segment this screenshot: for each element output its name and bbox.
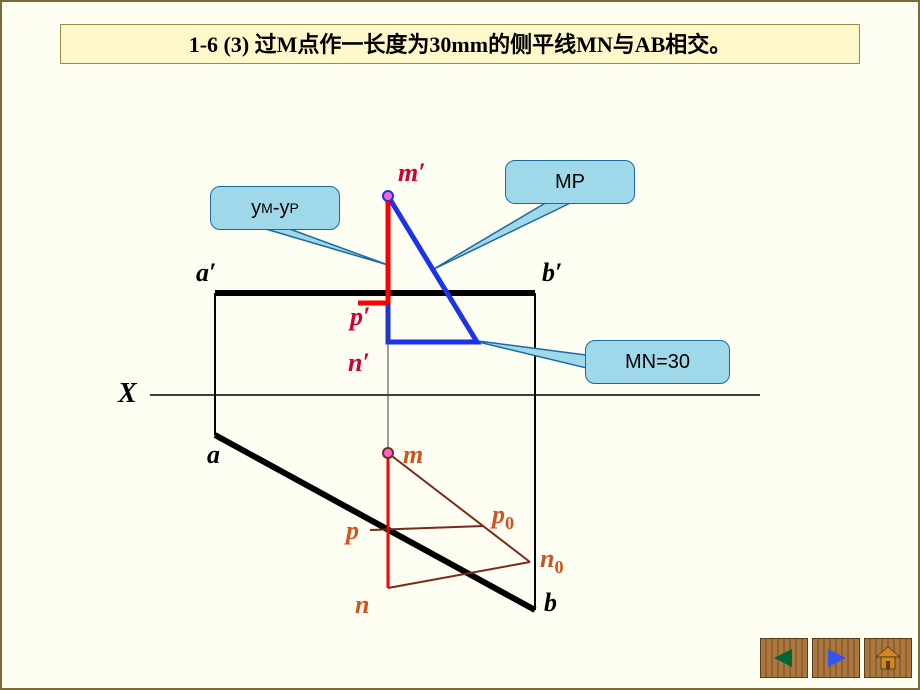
label-n-prime: n′ xyxy=(348,348,370,378)
label-n-text: n xyxy=(355,590,369,619)
label-n0: n0 xyxy=(540,544,564,578)
label-a-text: a xyxy=(207,440,220,469)
label-p: p xyxy=(346,516,359,546)
label-b: b xyxy=(544,588,557,618)
label-p-text: p xyxy=(346,516,359,545)
callout-mp-text: MP xyxy=(555,171,585,194)
chevron-right-icon xyxy=(822,647,850,669)
label-b-prime-text: b′ xyxy=(542,258,562,287)
diagram-svg xyxy=(0,0,920,690)
point-m xyxy=(383,448,393,458)
line-ab-bottom xyxy=(215,435,535,610)
home-icon xyxy=(873,645,903,671)
label-a-prime-text: a′ xyxy=(196,258,216,287)
label-m: m xyxy=(403,440,423,470)
next-button[interactable] xyxy=(812,638,860,678)
label-n: n xyxy=(355,590,369,620)
label-m-prime: m′ xyxy=(398,158,426,188)
point-m-prime xyxy=(383,191,393,201)
label-m-prime-text: m′ xyxy=(398,158,426,187)
chevron-left-icon xyxy=(770,647,798,669)
home-button[interactable] xyxy=(864,638,912,678)
callout-mp: MP xyxy=(505,160,635,204)
label-b-prime: b′ xyxy=(542,258,562,288)
label-n-prime-text: n′ xyxy=(348,348,370,377)
callout-tail-ymyp xyxy=(256,226,389,265)
callout-tail-mn30 xyxy=(470,340,589,369)
label-a: a xyxy=(207,440,220,470)
label-a-prime: a′ xyxy=(196,258,216,288)
callout-mn30: MN=30 xyxy=(585,340,730,384)
label-p-prime-text: p′ xyxy=(350,302,370,331)
label-p0: p0 xyxy=(492,500,514,534)
blue-triangle xyxy=(388,196,477,342)
callout-ym-yp: yM-yP xyxy=(210,186,340,230)
axis-label-x-text: X xyxy=(118,378,137,409)
label-p-prime: p′ xyxy=(350,302,370,332)
callout-mn30-text: MN=30 xyxy=(625,351,690,374)
label-b-text: b xyxy=(544,588,557,617)
axis-label-x: X xyxy=(118,378,137,410)
prev-button[interactable] xyxy=(760,638,808,678)
label-m-text: m xyxy=(403,440,423,469)
